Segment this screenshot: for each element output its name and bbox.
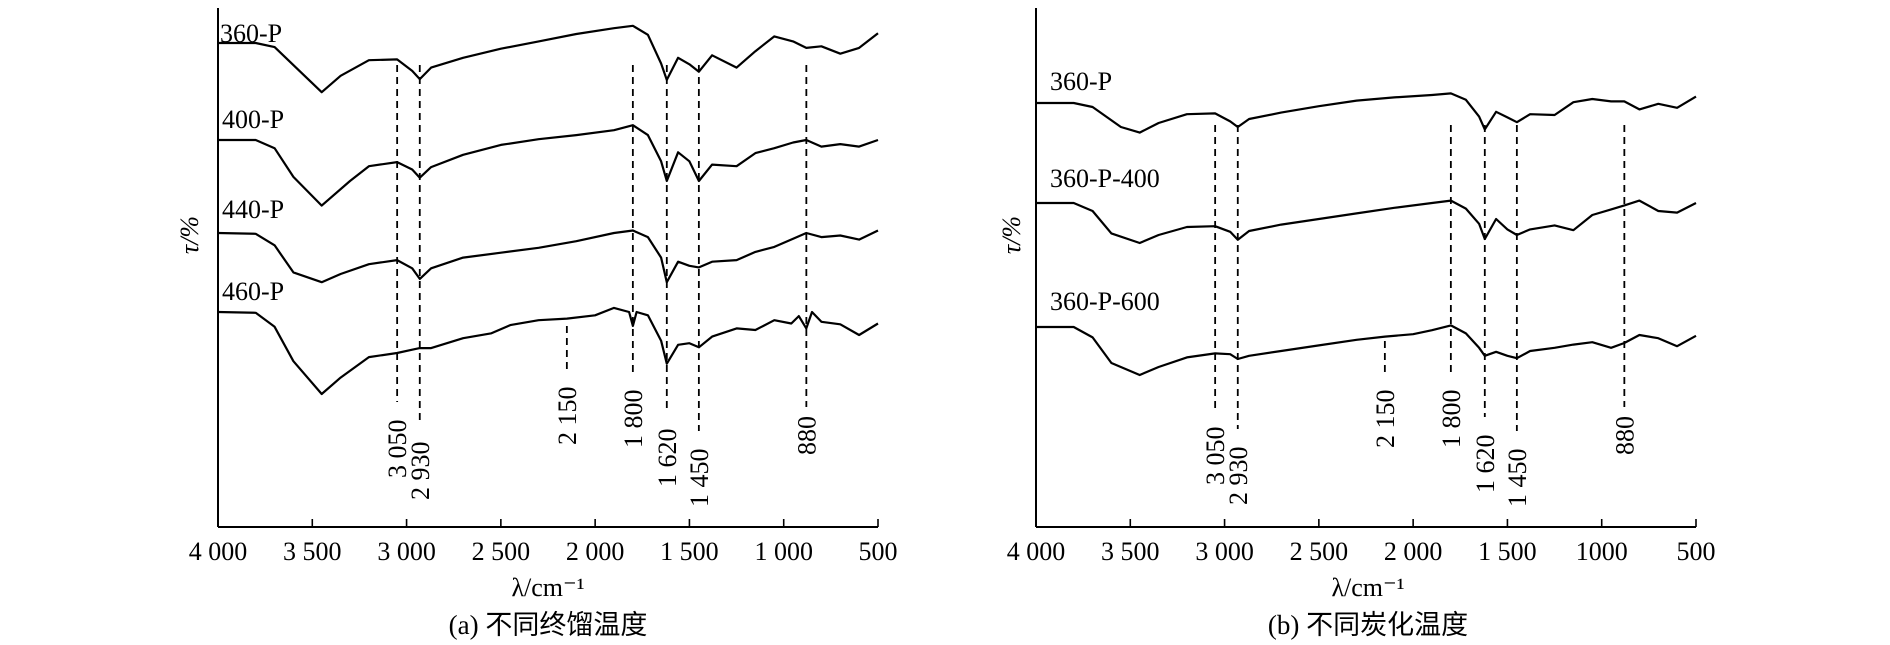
peak-marker-label: 880 xyxy=(1610,416,1639,455)
series-line-b xyxy=(1036,324,1697,377)
panel-a: τ/% λ/cm⁻¹ (a) 不同终馏温度 4 000 3 500 3 000 2 5… xyxy=(175,8,898,640)
panel-b: τ/% λ/cm⁻¹ (b) 不同炭化温度 4 000 3 500 3 000 2 5… xyxy=(997,8,1716,640)
x-tick-label-b: 2 500 xyxy=(1290,537,1349,566)
peak-marker-label: 3 050 xyxy=(383,420,412,479)
peak-marker-label: 2 930 xyxy=(406,442,435,501)
x-tick-label-b: 2 000 xyxy=(1384,537,1443,566)
series-label-a: 460-P xyxy=(222,277,284,306)
x-tick-label-b: 500 xyxy=(1677,537,1716,566)
ylabel-a: τ/% xyxy=(175,216,204,254)
x-tick-label-a: 3 000 xyxy=(377,537,436,566)
series-label-b: 360-P-600 xyxy=(1050,287,1160,316)
x-tick-label-a: 3 500 xyxy=(283,537,342,566)
series-label-b: 360-P-400 xyxy=(1050,164,1160,193)
series-label-a: 440-P xyxy=(222,195,284,224)
x-tick-label-b: 3 500 xyxy=(1101,537,1160,566)
peak-marker-label: 2 150 xyxy=(553,387,582,446)
series-label-a: 360-P xyxy=(220,19,282,48)
peak-marker-label: 880 xyxy=(792,416,821,455)
xlabel-b: λ/cm⁻¹ xyxy=(1331,573,1404,602)
x-tick-label-b: 4 000 xyxy=(1007,537,1066,566)
series-line-a xyxy=(218,24,879,94)
x-tick-label-b: 1000 xyxy=(1576,537,1628,566)
ylabel-b: τ/% xyxy=(997,216,1026,254)
peak-marker-label: 2 930 xyxy=(1224,447,1253,506)
x-tick-label-b: 3 000 xyxy=(1195,537,1254,566)
series-line-a xyxy=(217,306,879,396)
x-tick-label-a: 2 000 xyxy=(566,537,625,566)
peak-marker-label: 1 800 xyxy=(1437,390,1466,449)
x-tick-label-b: 1 500 xyxy=(1478,537,1537,566)
peak-marker-label: 1 620 xyxy=(653,429,682,488)
peak-marker-label: 3 050 xyxy=(1201,427,1230,486)
series-label-a: 400-P xyxy=(222,105,284,134)
peak-marker-label: 2 150 xyxy=(1371,390,1400,449)
x-tick-label-a: 4 000 xyxy=(189,537,248,566)
peak-marker-label: 1 620 xyxy=(1471,435,1500,494)
xlabel-a: λ/cm⁻¹ xyxy=(511,573,584,602)
series-label-b: 360-P xyxy=(1050,67,1112,96)
x-tick-label-a: 1 000 xyxy=(754,537,813,566)
caption-a: (a) 不同终馏温度 xyxy=(449,610,648,640)
series-line-b xyxy=(1036,92,1697,134)
series-line-a xyxy=(217,229,879,284)
peak-marker-label: 1 800 xyxy=(619,390,648,449)
x-tick-label-a: 500 xyxy=(859,537,898,566)
series-line-b xyxy=(1036,199,1697,245)
series-line-a xyxy=(218,124,879,207)
caption-b: (b) 不同炭化温度 xyxy=(1268,610,1468,640)
peak-marker-label: 1 450 xyxy=(685,449,714,508)
x-tick-label-a: 1 500 xyxy=(660,537,719,566)
x-tick-label-a: 2 500 xyxy=(472,537,531,566)
peak-marker-label: 1 450 xyxy=(1503,449,1532,508)
